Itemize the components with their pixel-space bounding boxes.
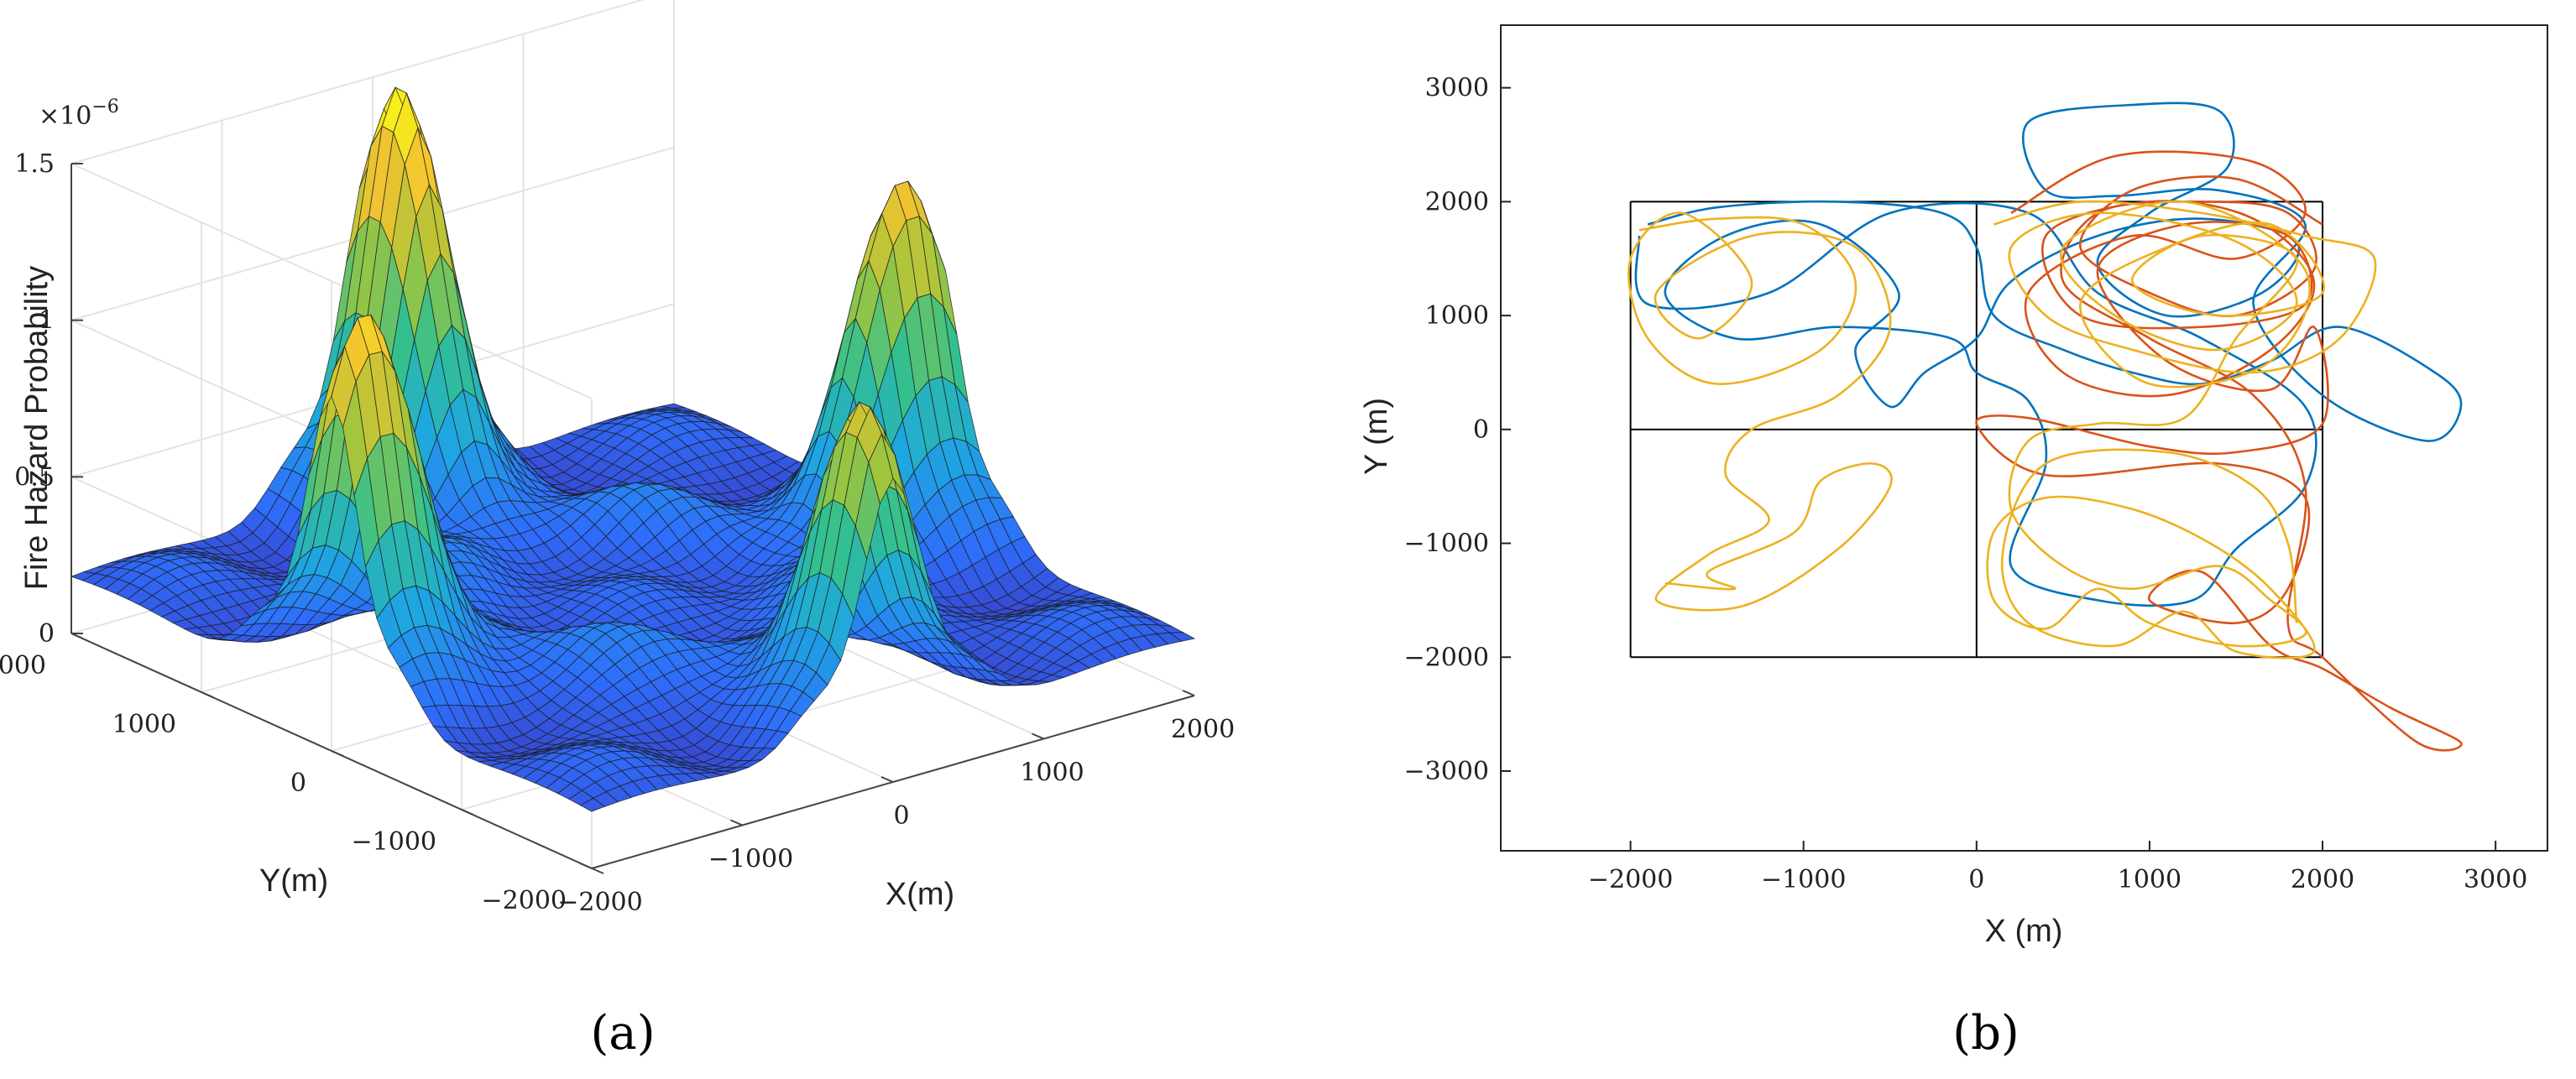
y-tick-label: −3000 xyxy=(1404,757,1489,786)
y-tick-label: 0 xyxy=(1473,415,1489,445)
y-tick-label: −2000 xyxy=(482,886,567,915)
y-tick-mark xyxy=(461,809,474,816)
z-exponent-label: ×10−6 xyxy=(39,96,119,131)
x-tick-mark xyxy=(730,819,743,826)
x-tick-label: 0 xyxy=(893,801,909,831)
x-tick-label: −1000 xyxy=(708,845,793,874)
x-tick-mark xyxy=(1032,732,1044,740)
x-tick-label: −2000 xyxy=(557,888,642,917)
x-tick-labels: −2000 −1000 0 1000 2000 3000 xyxy=(1588,841,2527,894)
side-wall-gridline xyxy=(71,163,593,399)
z-tick-label: 0.5 xyxy=(14,462,55,492)
y-tick-label: 2000 xyxy=(1425,187,1489,216)
z-tick-label: 0 xyxy=(39,619,55,649)
x-tick-label: 1000 xyxy=(2118,865,2182,894)
trajectory-line-4 xyxy=(1986,200,2377,659)
trajectory-plot-frame xyxy=(1500,24,2548,852)
y-axis-label: Y(m) xyxy=(259,863,328,899)
z-tick-label: 1 xyxy=(39,306,55,336)
x-tick-mark xyxy=(1182,690,1195,696)
y-tick-label: −1000 xyxy=(352,827,436,857)
x-tick-label: 2000 xyxy=(2291,865,2354,894)
x-tick-labels: −2000 −1000 0 1000 2000 xyxy=(557,715,1235,917)
y-tick-label: −2000 xyxy=(1404,643,1489,672)
trajectory-series xyxy=(1628,102,2463,752)
y-tick-labels: 2000 1000 0 −1000 −2000 xyxy=(0,651,567,915)
fire-hazard-surface xyxy=(70,86,1196,812)
y-tick-label: 0 xyxy=(290,769,306,798)
y-tick-label: 2000 xyxy=(0,651,46,680)
x-tick-mark xyxy=(579,863,593,869)
y-tick-mark xyxy=(201,691,214,698)
z-tick-labels: 0 0.5 1 1.5 xyxy=(14,149,55,649)
x-tick-label: −1000 xyxy=(1761,865,1846,894)
panel-label-b: (b) xyxy=(1952,1006,2020,1061)
panel-label-a: (a) xyxy=(590,1006,655,1061)
x-tick-label: 1000 xyxy=(1020,758,1084,788)
trajectory-line-1 xyxy=(1634,102,2463,607)
x-tick-label: −2000 xyxy=(1588,865,1673,894)
x-tick-label: 2000 xyxy=(1171,715,1235,744)
z-tick-label: 1.5 xyxy=(14,149,55,179)
x-tick-label: 3000 xyxy=(2464,865,2527,894)
back-wall-gridline xyxy=(71,0,645,164)
y-tick-labels: 3000 2000 1000 0 −1000 −2000 −3000 xyxy=(1404,74,1511,786)
surface-patch xyxy=(1168,632,1196,642)
surface-plot-axes xyxy=(71,163,1195,874)
y-tick-label: 3000 xyxy=(1425,74,1489,103)
y-tick-mark xyxy=(591,868,604,874)
y-tick-mark xyxy=(331,750,344,757)
x-axis-label: X (m) xyxy=(1985,914,2063,949)
x-axis-label: X(m) xyxy=(886,877,954,912)
trajectory-plot-panel: −2000 −1000 0 1000 2000 3000 3000 2000 1000 0 −10… xyxy=(1359,24,2548,1061)
y-tick-label: −1000 xyxy=(1404,529,1489,559)
trajectory-line-3 xyxy=(1628,211,1893,612)
x-tick-mark xyxy=(880,776,894,783)
y-tick-label: 1000 xyxy=(112,710,176,739)
region-grid xyxy=(1629,201,2324,659)
z-axis-label: Fire Hazard Probability xyxy=(19,266,55,590)
x-tick-label: 0 xyxy=(1968,865,1984,894)
y-tick-label: 1000 xyxy=(1425,301,1489,331)
y-axis-label: Y (m) xyxy=(1359,398,1394,475)
